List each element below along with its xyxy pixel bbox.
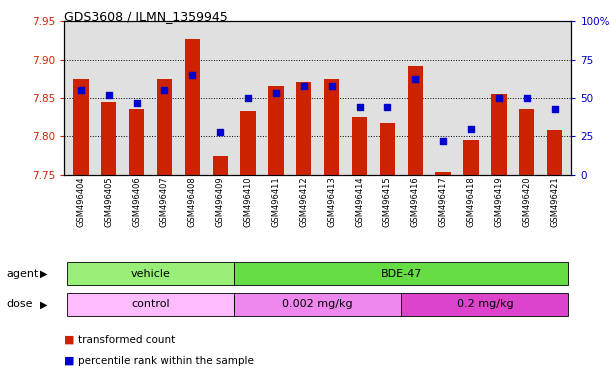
Point [104,92,114,98]
Point [354,104,364,110]
Bar [67,293,234,316]
Point [438,138,448,144]
Bar [463,140,478,175]
Text: BDE-47: BDE-47 [381,268,422,279]
Point [382,104,392,110]
Bar [101,102,117,175]
Point [522,95,532,101]
Text: control: control [131,299,170,310]
Bar [185,39,200,175]
Point [243,95,253,101]
Text: ■: ■ [64,356,75,366]
Bar [213,156,228,175]
Text: 0.2 mg/kg: 0.2 mg/kg [456,299,513,310]
Bar [296,82,312,175]
Text: dose: dose [6,299,32,310]
Bar [547,130,562,175]
Bar [324,79,339,175]
Bar [240,111,256,175]
Bar [408,66,423,175]
Point [299,83,309,89]
Bar [491,94,507,175]
Point [159,87,169,93]
Text: ▶: ▶ [40,268,48,279]
Point [550,106,560,112]
Text: transformed count: transformed count [78,335,175,345]
Bar [436,172,451,175]
Bar [73,79,89,175]
Bar [519,109,535,175]
Bar [234,262,568,285]
Bar [268,86,284,175]
Bar [234,293,401,316]
Bar [129,109,144,175]
Point [411,76,420,83]
Text: ■: ■ [64,335,75,345]
Point [466,126,476,132]
Point [132,99,142,106]
Point [188,72,197,78]
Point [494,95,503,101]
Bar [157,79,172,175]
Point [327,83,337,89]
Text: GDS3608 / ILMN_1359945: GDS3608 / ILMN_1359945 [64,10,228,23]
Bar [67,262,234,285]
Point [215,129,225,135]
Text: vehicle: vehicle [131,268,170,279]
Bar [379,123,395,175]
Point [76,87,86,93]
Point [271,90,281,96]
Text: 0.002 mg/kg: 0.002 mg/kg [282,299,353,310]
Text: percentile rank within the sample: percentile rank within the sample [78,356,254,366]
Text: agent: agent [6,268,38,279]
Text: ▶: ▶ [40,299,48,310]
Bar [401,293,568,316]
Bar [352,117,367,175]
